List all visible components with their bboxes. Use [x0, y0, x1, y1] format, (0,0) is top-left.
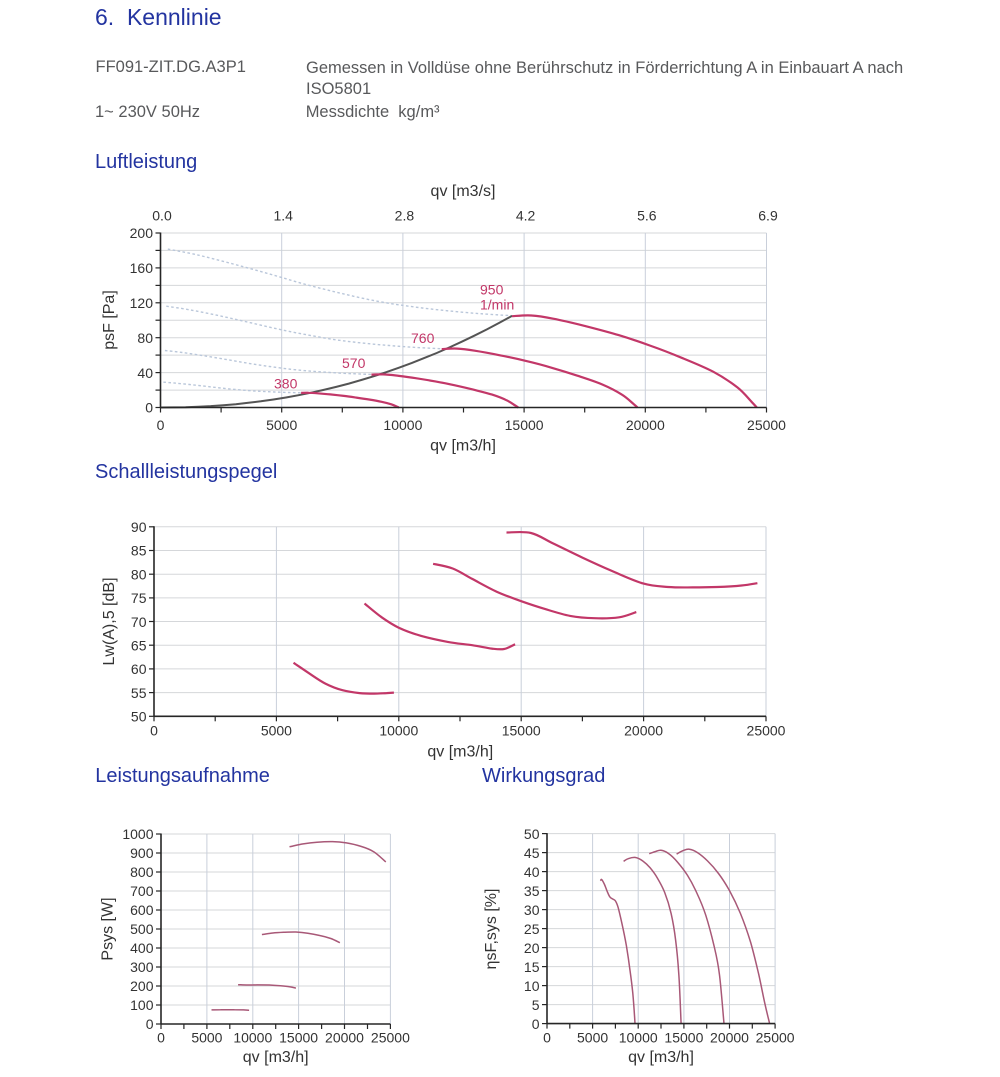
- svg-text:Lw(A),5 [dB]: Lw(A),5 [dB]: [101, 577, 118, 665]
- svg-text:25000: 25000: [371, 1030, 410, 1046]
- svg-text:5000: 5000: [266, 417, 297, 433]
- svg-text:25: 25: [524, 921, 540, 937]
- svg-text:15: 15: [524, 959, 540, 975]
- svg-text:760: 760: [411, 330, 435, 346]
- svg-text:120: 120: [130, 295, 154, 311]
- svg-text:10000: 10000: [619, 1030, 658, 1046]
- svg-text:30: 30: [524, 902, 540, 918]
- svg-text:70: 70: [131, 614, 147, 630]
- svg-text:1/min: 1/min: [480, 297, 514, 313]
- svg-text:10: 10: [524, 978, 540, 994]
- svg-text:0: 0: [543, 1030, 551, 1046]
- svg-text:200: 200: [130, 978, 154, 994]
- svg-text:50: 50: [131, 709, 147, 725]
- svg-text:Psys [W]: Psys [W]: [100, 897, 117, 960]
- svg-text:0: 0: [145, 400, 153, 416]
- svg-text:20000: 20000: [624, 722, 663, 738]
- svg-text:15000: 15000: [502, 722, 541, 738]
- svg-text:25000: 25000: [756, 1030, 795, 1046]
- svg-text:80: 80: [131, 566, 147, 582]
- svg-text:qv [m3/h]: qv [m3/h]: [430, 438, 496, 455]
- svg-text:80: 80: [137, 330, 153, 346]
- svg-text:0: 0: [146, 1016, 154, 1032]
- svg-text:1000: 1000: [122, 826, 153, 842]
- svg-text:2.8: 2.8: [395, 208, 415, 224]
- svg-text:qv [m3/h]: qv [m3/h]: [628, 1049, 694, 1066]
- svg-text:qv [m3/h]: qv [m3/h]: [427, 744, 493, 761]
- svg-text:5000: 5000: [191, 1030, 222, 1046]
- svg-text:25000: 25000: [747, 417, 786, 433]
- svg-text:qv [m3/h]: qv [m3/h]: [243, 1049, 309, 1066]
- svg-text:50: 50: [524, 826, 540, 842]
- svg-text:45: 45: [524, 845, 540, 861]
- svg-text:60: 60: [131, 661, 147, 677]
- svg-text:5000: 5000: [261, 722, 292, 738]
- svg-text:600: 600: [130, 902, 154, 918]
- svg-text:800: 800: [130, 864, 154, 880]
- svg-text:psF [Pa]: psF [Pa]: [101, 290, 118, 350]
- svg-text:25000: 25000: [747, 722, 786, 738]
- svg-text:10000: 10000: [233, 1030, 272, 1046]
- svg-text:5: 5: [532, 997, 540, 1013]
- svg-text:950: 950: [480, 282, 504, 298]
- svg-text:1.4: 1.4: [273, 208, 293, 224]
- svg-text:900: 900: [130, 845, 154, 861]
- svg-text:15000: 15000: [664, 1030, 703, 1046]
- svg-text:ηsF,sys [%]: ηsF,sys [%]: [483, 889, 500, 970]
- svg-text:200: 200: [130, 225, 154, 241]
- svg-text:300: 300: [130, 959, 154, 975]
- svg-text:20: 20: [524, 940, 540, 956]
- svg-text:380: 380: [274, 376, 298, 392]
- svg-text:65: 65: [131, 637, 147, 653]
- svg-text:100: 100: [130, 997, 154, 1013]
- svg-text:15000: 15000: [279, 1030, 318, 1046]
- svg-text:20000: 20000: [626, 417, 665, 433]
- svg-text:40: 40: [524, 864, 540, 880]
- svg-text:0: 0: [157, 417, 165, 433]
- svg-text:15000: 15000: [505, 417, 544, 433]
- svg-text:20000: 20000: [325, 1030, 364, 1046]
- svg-text:55: 55: [131, 685, 147, 701]
- svg-text:0: 0: [157, 1030, 165, 1046]
- svg-text:10000: 10000: [383, 417, 422, 433]
- svg-text:10000: 10000: [379, 722, 418, 738]
- svg-text:35: 35: [524, 883, 540, 899]
- svg-text:0: 0: [150, 722, 158, 738]
- svg-text:5000: 5000: [577, 1030, 608, 1046]
- svg-text:570: 570: [342, 355, 366, 371]
- svg-text:500: 500: [130, 921, 154, 937]
- svg-text:4.2: 4.2: [516, 208, 536, 224]
- svg-text:qv [m3/s]: qv [m3/s]: [431, 183, 496, 200]
- svg-text:5.6: 5.6: [637, 208, 657, 224]
- svg-text:75: 75: [131, 590, 147, 606]
- svg-text:700: 700: [130, 883, 154, 899]
- svg-text:85: 85: [131, 543, 147, 559]
- svg-text:90: 90: [131, 519, 147, 535]
- svg-text:400: 400: [130, 940, 154, 956]
- svg-text:6.9: 6.9: [758, 208, 778, 224]
- svg-text:40: 40: [137, 365, 153, 381]
- svg-text:20000: 20000: [710, 1030, 749, 1046]
- svg-text:0: 0: [532, 1016, 540, 1032]
- svg-text:0.0: 0.0: [152, 208, 172, 224]
- svg-text:160: 160: [130, 260, 154, 276]
